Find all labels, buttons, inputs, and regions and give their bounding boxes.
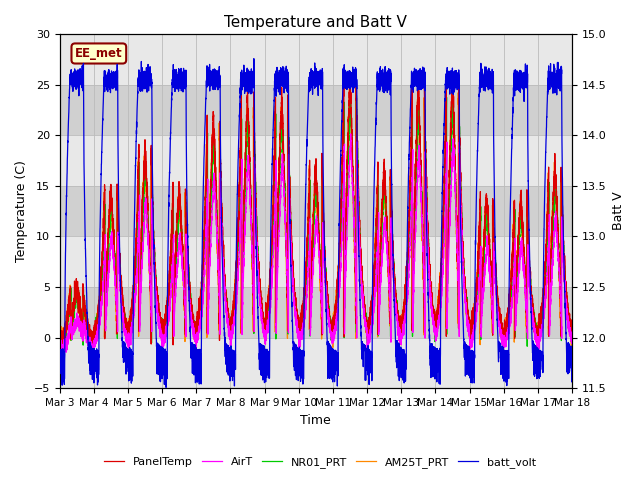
AM25T_PRT <box>547 254 554 260</box>
Line: NR01_PRT: NR01_PRT <box>60 96 572 350</box>
batt_volt <box>56 351 63 357</box>
PanelTemp <box>547 262 554 268</box>
PanelTemp <box>90 351 97 357</box>
batt_volt <box>230 354 237 360</box>
Line: batt_volt: batt_volt <box>60 59 572 387</box>
batt_volt <box>547 61 554 67</box>
Y-axis label: Temperature (C): Temperature (C) <box>15 160 28 262</box>
Y-axis label: Batt V: Batt V <box>612 192 625 230</box>
Bar <box>60 135 572 186</box>
AirT <box>540 304 548 310</box>
Bar <box>60 186 572 237</box>
AirT <box>90 358 97 364</box>
batt_volt <box>568 350 576 356</box>
Legend: PanelTemp, AirT, NR01_PRT, AM25T_PRT, batt_volt: PanelTemp, AirT, NR01_PRT, AM25T_PRT, ba… <box>100 452 540 472</box>
Bar <box>60 237 572 287</box>
PanelTemp <box>445 196 452 202</box>
Line: AirT: AirT <box>60 134 572 361</box>
Line: PanelTemp: PanelTemp <box>60 71 572 354</box>
batt_volt <box>162 384 170 390</box>
NR01_PRT <box>431 315 438 321</box>
PanelTemp <box>340 68 348 74</box>
AirT <box>445 254 452 260</box>
AirT <box>547 299 554 304</box>
PanelTemp <box>540 288 548 294</box>
AM25T_PRT <box>89 348 97 354</box>
AM25T_PRT <box>298 315 306 321</box>
AM25T_PRT <box>230 299 237 304</box>
AirT <box>431 325 438 331</box>
batt_volt <box>250 56 258 61</box>
X-axis label: Time: Time <box>300 414 331 427</box>
NR01_PRT <box>57 347 65 353</box>
NR01_PRT <box>568 338 576 344</box>
AM25T_PRT <box>56 338 63 344</box>
PanelTemp <box>431 312 438 318</box>
Text: EE_met: EE_met <box>75 47 123 60</box>
Title: Temperature and Batt V: Temperature and Batt V <box>225 15 407 30</box>
Bar <box>60 338 572 388</box>
Bar <box>60 287 572 338</box>
NR01_PRT <box>540 300 548 305</box>
AirT <box>347 131 355 137</box>
NR01_PRT <box>298 318 306 324</box>
AirT <box>56 348 63 353</box>
AM25T_PRT <box>431 322 438 327</box>
batt_volt <box>445 76 452 82</box>
AM25T_PRT <box>445 194 452 200</box>
PanelTemp <box>298 314 306 320</box>
AirT <box>568 340 576 346</box>
NR01_PRT <box>230 308 237 313</box>
Line: AM25T_PRT: AM25T_PRT <box>60 81 572 351</box>
PanelTemp <box>56 338 63 344</box>
AM25T_PRT <box>568 328 576 334</box>
batt_volt <box>431 368 438 373</box>
AM25T_PRT <box>346 78 353 84</box>
AirT <box>298 326 306 332</box>
AM25T_PRT <box>540 285 548 291</box>
AirT <box>230 322 237 327</box>
NR01_PRT <box>353 93 360 98</box>
NR01_PRT <box>445 232 452 238</box>
batt_volt <box>298 348 306 353</box>
PanelTemp <box>230 303 237 309</box>
Bar <box>60 34 572 84</box>
batt_volt <box>540 212 548 218</box>
NR01_PRT <box>547 268 554 274</box>
PanelTemp <box>568 338 576 344</box>
Bar <box>60 84 572 135</box>
NR01_PRT <box>56 341 63 347</box>
